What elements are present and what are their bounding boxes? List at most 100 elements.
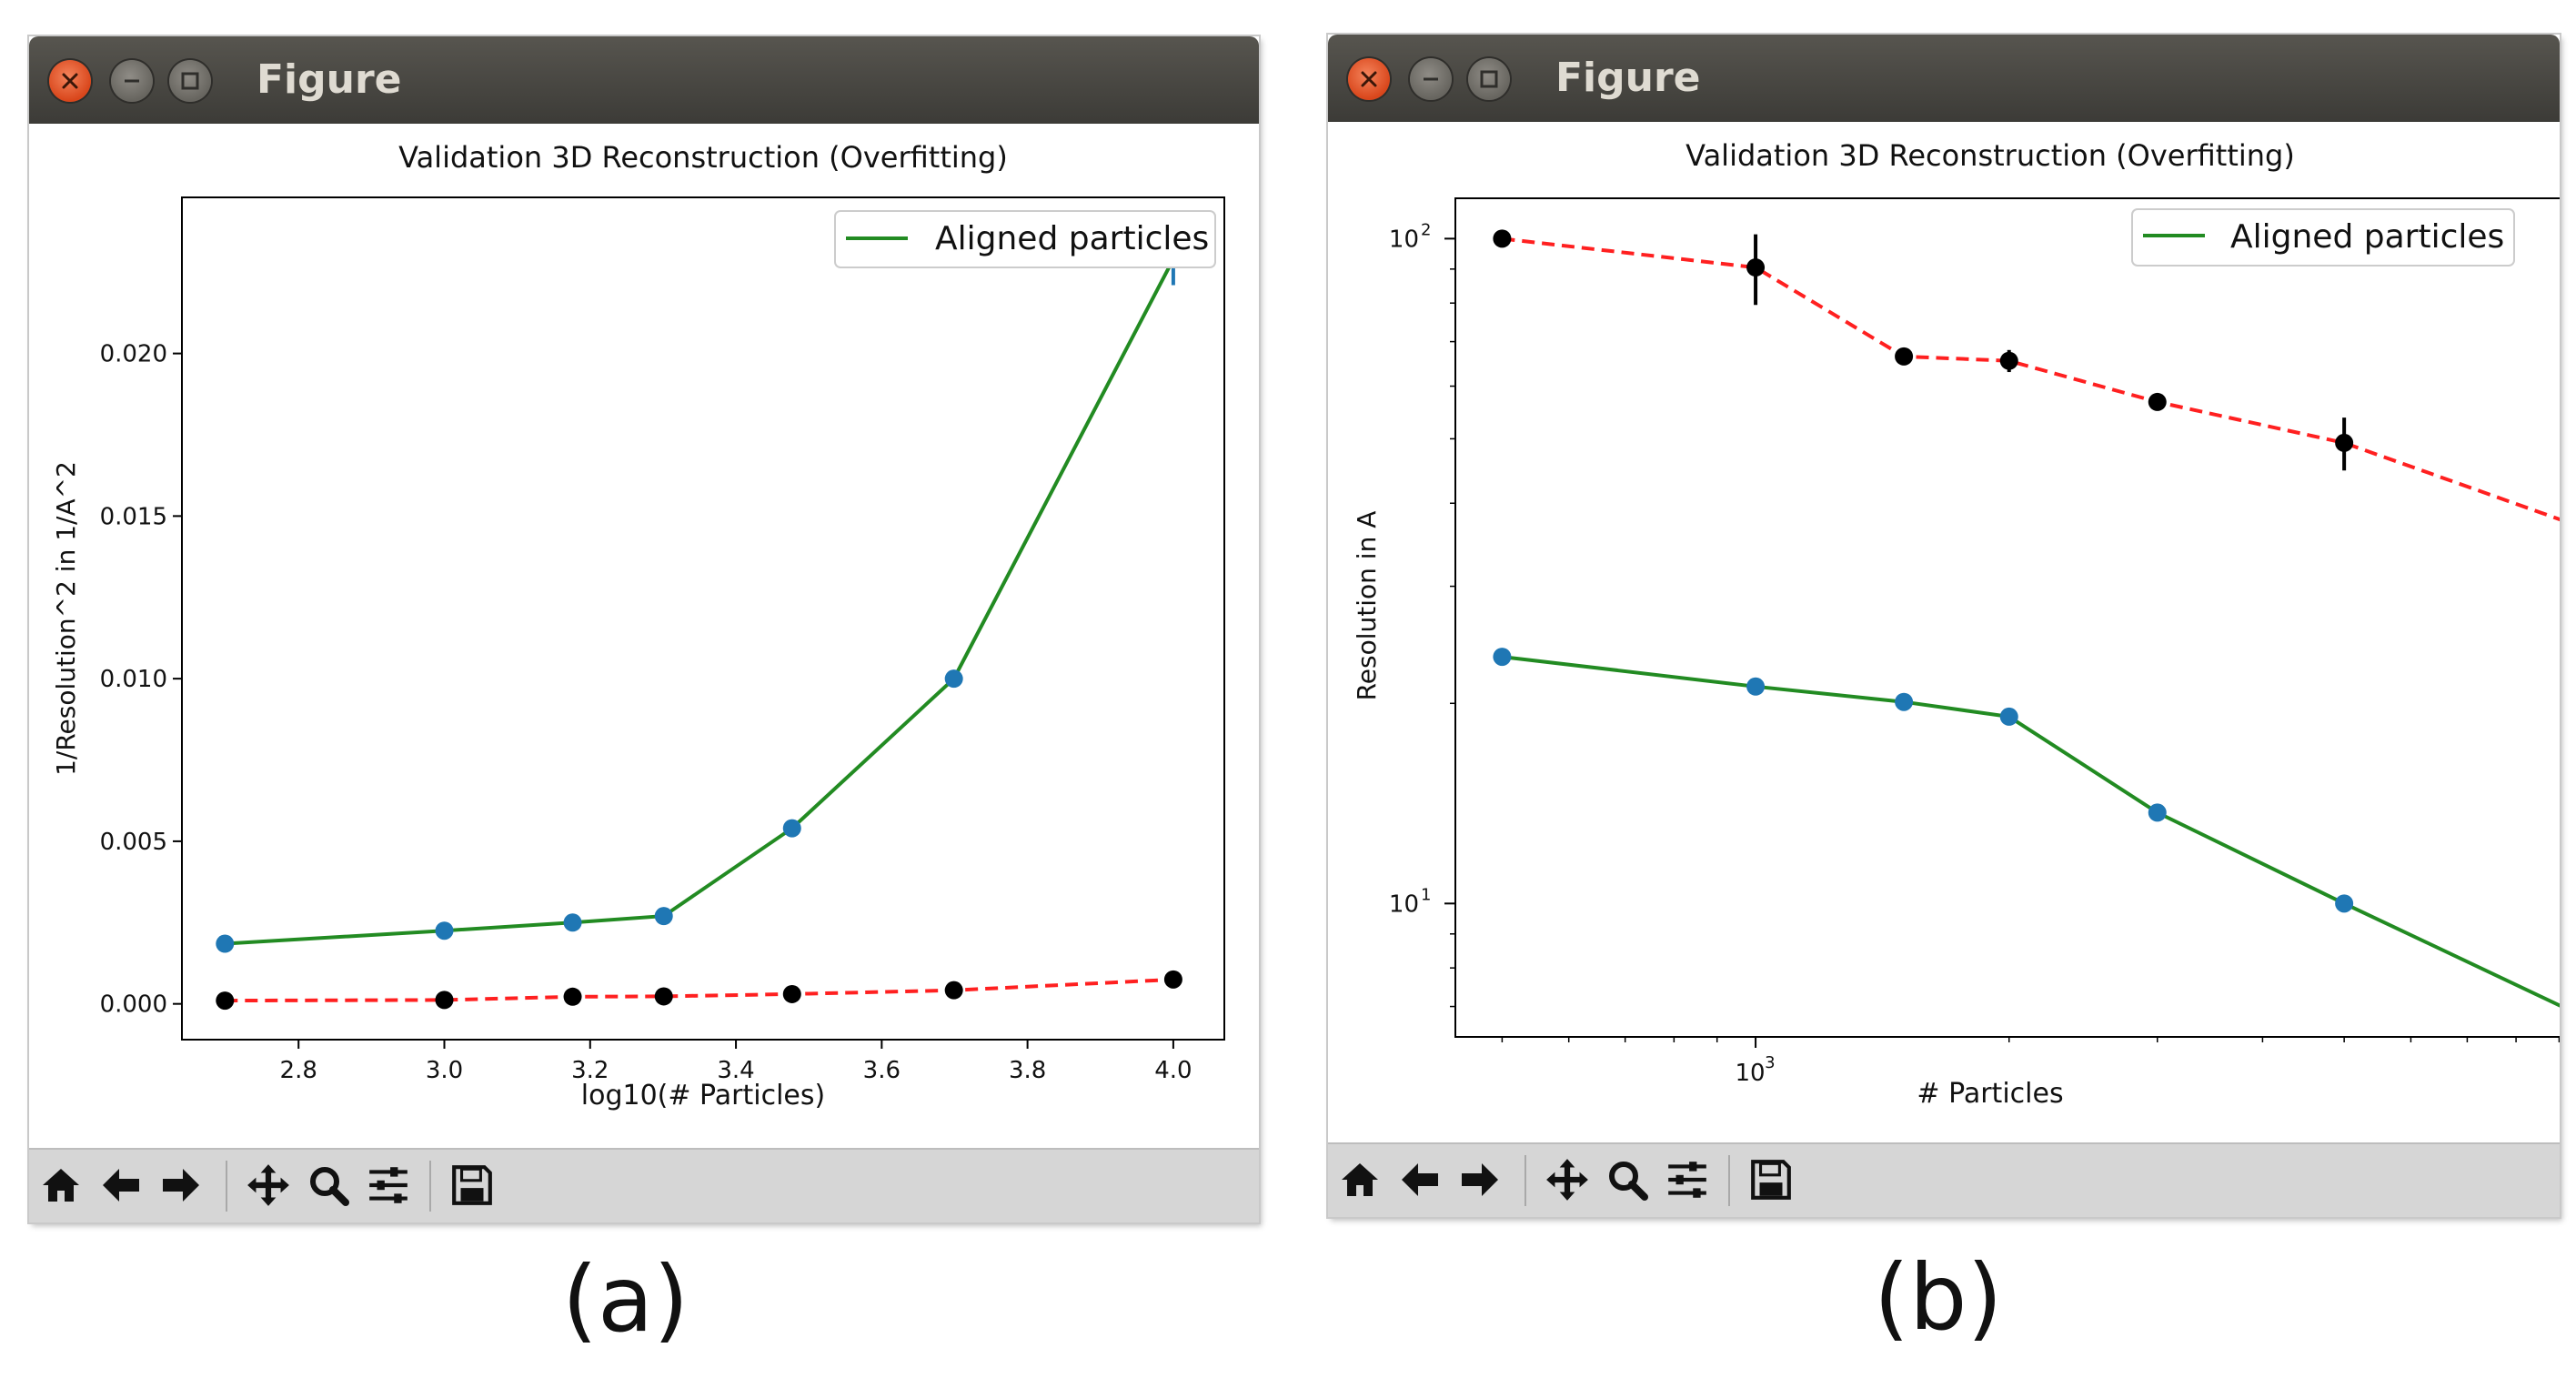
maximize-icon	[181, 72, 199, 90]
legend-label: Aligned particles	[2230, 218, 2504, 256]
y-tick-label: 0.020	[100, 341, 167, 368]
aligned-particles-point	[563, 913, 582, 932]
aligned-particles-point	[1895, 692, 1914, 711]
configure-subplots-button[interactable]	[360, 1157, 417, 1213]
close-icon	[62, 73, 78, 89]
legend-box	[2131, 208, 2515, 267]
pan-button[interactable]	[1539, 1152, 1595, 1208]
pan-icon	[1546, 1159, 1588, 1201]
close-window-button[interactable]	[49, 60, 91, 102]
aligned-particles-point	[1493, 648, 1512, 667]
toolbar-separator	[429, 1161, 431, 1212]
window-titlebar[interactable]: Figure	[29, 36, 1259, 124]
zoom-icon	[310, 1167, 349, 1206]
y-tick-label: 0.000	[100, 991, 167, 1019]
forward-arrow-icon	[163, 1169, 199, 1202]
validation-point	[1493, 229, 1512, 248]
legend-label: Aligned particles	[935, 220, 1209, 257]
x-tick-label: 10	[1736, 1060, 1766, 1087]
x-tick-label: 3.4	[717, 1057, 754, 1084]
maximize-window-button[interactable]	[1468, 58, 1510, 100]
validation-point	[1999, 351, 2018, 370]
x-axis-label: # Particles	[1917, 1078, 2063, 1110]
validation-point	[2335, 433, 2354, 452]
window-titlebar[interactable]: Figure	[1328, 35, 2560, 122]
validation-point	[654, 987, 673, 1006]
close-icon	[1361, 71, 1377, 87]
y-ticks: 0.000 0.005 0.010 0.015 0.020	[100, 341, 182, 1019]
x-axis-label: log10(# Particles)	[581, 1080, 825, 1111]
plot-area	[181, 196, 1225, 1041]
validation-point	[944, 981, 963, 1000]
minimize-icon	[125, 79, 139, 83]
minimize-icon	[1424, 77, 1438, 81]
y-tick-label: 10	[1389, 226, 1419, 253]
x-tick-label: 4.0	[1154, 1057, 1192, 1084]
chart-b: Validation 3D Reconstruction (Overfittin…	[1352, 138, 2560, 1110]
y-tick-exponent: 1	[1421, 885, 1431, 904]
legend: Aligned particles	[834, 210, 1216, 268]
save-button[interactable]	[1743, 1152, 1799, 1208]
home-button[interactable]	[1332, 1152, 1388, 1208]
back-arrow-icon	[103, 1169, 139, 1202]
aligned-particles-point	[654, 907, 673, 926]
zoom-button[interactable]	[300, 1157, 357, 1213]
y-axis-label: 1/Resolution^2 in 1/A^2	[51, 461, 81, 776]
navigation-toolbar	[29, 1148, 1259, 1222]
aligned-particles-point	[435, 921, 454, 940]
minimize-window-button[interactable]	[1410, 58, 1452, 100]
x-tick-label: 3.6	[863, 1057, 901, 1084]
maximize-window-button[interactable]	[169, 60, 211, 102]
back-button[interactable]	[93, 1157, 149, 1213]
chart-title: Validation 3D Reconstruction (Overfittin…	[1685, 138, 2295, 173]
y-tick-label: 0.010	[100, 666, 167, 693]
home-icon	[1342, 1163, 1378, 1196]
panel-caption-b: (b)	[1874, 1244, 2003, 1351]
validation-point	[435, 991, 454, 1010]
figure-window-a: Figure Validation 3D Reconstruction (Ove…	[29, 36, 1259, 1222]
pan-icon	[247, 1164, 289, 1206]
validation-point	[216, 991, 235, 1011]
chart-a: Validation 3D Reconstruction (Overfittin…	[51, 140, 1225, 1111]
window-title: Figure	[257, 56, 402, 103]
aligned-particles-point	[782, 819, 801, 838]
back-arrow-icon	[1402, 1163, 1438, 1196]
pan-button[interactable]	[240, 1157, 297, 1213]
x-tick-label: 2.8	[280, 1057, 317, 1084]
toolbar-separator	[1728, 1155, 1730, 1206]
home-button[interactable]	[33, 1157, 89, 1213]
y-tick-label: 10	[1389, 890, 1419, 918]
x-ticks: 103104	[1501, 1037, 2560, 1087]
y-tick-exponent: 2	[1421, 220, 1431, 239]
close-window-button[interactable]	[1348, 58, 1390, 100]
window-title: Figure	[1555, 55, 1701, 101]
chart-title: Validation 3D Reconstruction (Overfittin…	[398, 140, 1008, 175]
aligned-particles-point	[1999, 707, 2018, 726]
y-axis-label: Resolution in A	[1352, 511, 1382, 701]
plot-canvas-a[interactable]: Validation 3D Reconstruction (Overfittin…	[29, 124, 1259, 1146]
aligned-particles-point	[1746, 677, 1766, 696]
x-tick-label: 3.8	[1009, 1057, 1046, 1084]
validation-point	[782, 984, 801, 1003]
plot-series	[1493, 229, 2560, 1008]
y-tick-label: 0.015	[100, 503, 167, 530]
maximize-icon	[1480, 70, 1498, 88]
x-tick-label: 3.2	[571, 1057, 609, 1084]
configure-subplots-icon	[369, 1167, 408, 1203]
plot-canvas-b[interactable]: Validation 3D Reconstruction (Overfittin…	[1328, 122, 2560, 1141]
x-ticks: 2.8 3.0 3.2 3.4 3.6 3.8 4.0	[280, 1040, 1192, 1084]
minimize-window-button[interactable]	[111, 60, 153, 102]
back-button[interactable]	[1392, 1152, 1448, 1208]
legend: Aligned particles	[2131, 208, 2515, 267]
x-tick-label: 3.0	[426, 1057, 463, 1084]
validation-point	[1746, 258, 1766, 277]
forward-button[interactable]	[1452, 1152, 1508, 1208]
validation-point	[1163, 970, 1182, 989]
aligned-particles-point	[944, 669, 963, 689]
y-tick-label: 0.005	[100, 829, 167, 856]
zoom-button[interactable]	[1599, 1152, 1655, 1208]
forward-button[interactable]	[153, 1157, 209, 1213]
save-button[interactable]	[444, 1157, 500, 1213]
configure-subplots-button[interactable]	[1659, 1152, 1716, 1208]
